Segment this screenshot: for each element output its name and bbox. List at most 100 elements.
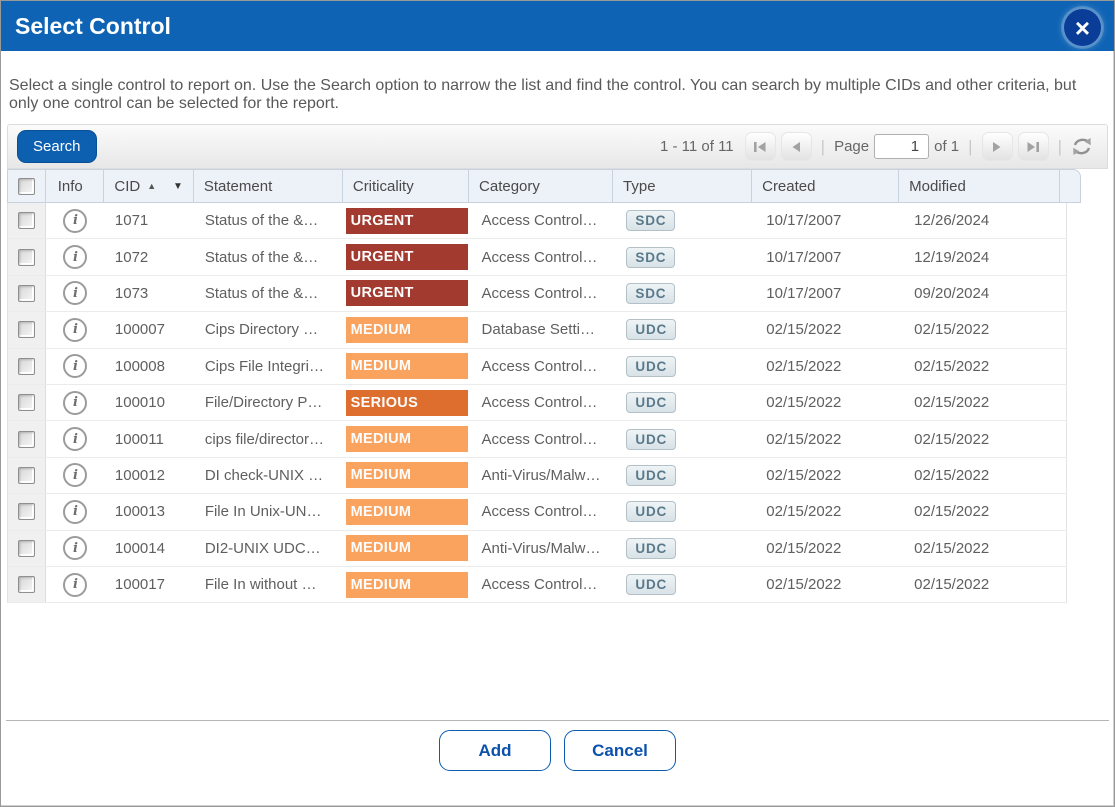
created-cell: 02/15/2022 bbox=[766, 466, 842, 484]
column-header-statement[interactable]: Statement bbox=[194, 170, 343, 202]
column-header-info[interactable]: Info bbox=[46, 170, 105, 202]
row-checkbox[interactable] bbox=[17, 212, 35, 230]
cid-cell: 1071 bbox=[114, 212, 149, 230]
table-row[interactable]: i 100007 Cips Directory … MEDIUM Databas… bbox=[7, 312, 1067, 349]
header-select-all-cell bbox=[8, 170, 46, 202]
first-page-button[interactable] bbox=[744, 132, 776, 161]
modified-cell: 02/15/2022 bbox=[914, 539, 990, 557]
info-icon[interactable]: i bbox=[63, 208, 88, 233]
category-cell: Access Control… bbox=[481, 357, 598, 375]
column-header-cid[interactable]: CID ▲ ▼ bbox=[104, 170, 194, 202]
table-row[interactable]: i 1073 Status of the &… URGENT Access Co… bbox=[7, 275, 1067, 313]
cid-cell: 100017 bbox=[114, 576, 165, 594]
info-icon[interactable]: i bbox=[63, 245, 88, 270]
table-row[interactable]: i 1071 Status of the &… URGENT Access Co… bbox=[7, 203, 1067, 240]
row-checkbox[interactable] bbox=[17, 357, 35, 375]
column-header-modified[interactable]: Modified bbox=[899, 170, 1060, 202]
column-header-criticality[interactable]: Criticality bbox=[343, 170, 470, 202]
row-checkbox[interactable] bbox=[17, 539, 35, 557]
controls-table: Info CID ▲ ▼ Statement Criticality Categ… bbox=[7, 169, 1108, 604]
table-header: Info CID ▲ ▼ Statement Criticality Categ… bbox=[7, 169, 1081, 203]
info-icon[interactable]: i bbox=[63, 427, 88, 452]
info-icon[interactable]: i bbox=[63, 463, 88, 488]
table-row[interactable]: i 100014 DI2-UNIX UDC… MEDIUM Anti-Virus… bbox=[7, 530, 1067, 567]
row-checkbox[interactable] bbox=[17, 284, 35, 302]
add-button[interactable]: Add bbox=[439, 730, 551, 772]
created-cell: 10/17/2007 bbox=[766, 284, 842, 302]
criticality-badge: SERIOUS bbox=[345, 389, 468, 416]
row-checkbox[interactable] bbox=[17, 576, 35, 594]
statement-cell: cips file/director… bbox=[204, 430, 325, 448]
type-badge: SDC bbox=[626, 282, 676, 304]
table-row[interactable]: i 100010 File/Directory P… SERIOUS Acces… bbox=[7, 384, 1067, 422]
modified-cell: 02/15/2022 bbox=[914, 430, 990, 448]
search-button[interactable]: Search bbox=[17, 130, 97, 163]
row-checkbox[interactable] bbox=[17, 503, 35, 521]
column-header-category[interactable]: Category bbox=[469, 170, 614, 202]
created-cell: 10/17/2007 bbox=[766, 248, 842, 266]
modified-cell: 02/15/2022 bbox=[914, 394, 990, 412]
created-cell: 02/15/2022 bbox=[766, 430, 842, 448]
type-badge: UDC bbox=[626, 428, 677, 450]
refresh-button[interactable] bbox=[1071, 137, 1093, 156]
info-icon[interactable]: i bbox=[63, 354, 88, 379]
cid-cell: 1073 bbox=[114, 284, 149, 302]
cid-cell: 100014 bbox=[114, 539, 165, 557]
cid-cell: 1072 bbox=[114, 248, 149, 266]
category-cell: Access Control… bbox=[481, 212, 598, 230]
modified-cell: 02/15/2022 bbox=[914, 576, 990, 594]
page-number-input[interactable] bbox=[874, 134, 930, 159]
type-badge: UDC bbox=[626, 392, 677, 414]
row-checkbox[interactable] bbox=[17, 248, 35, 266]
info-icon[interactable]: i bbox=[63, 281, 88, 306]
created-cell: 02/15/2022 bbox=[766, 503, 842, 521]
modified-cell: 02/15/2022 bbox=[914, 503, 990, 521]
prev-page-icon bbox=[792, 141, 801, 152]
select-all-checkbox[interactable] bbox=[17, 177, 35, 195]
page-label: Page bbox=[834, 138, 870, 155]
criticality-badge: MEDIUM bbox=[345, 535, 468, 562]
footer-divider bbox=[6, 720, 1109, 722]
row-checkbox[interactable] bbox=[17, 466, 35, 484]
info-icon[interactable]: i bbox=[63, 572, 88, 597]
category-cell: Anti-Virus/Malw… bbox=[481, 466, 601, 484]
criticality-badge: URGENT bbox=[345, 207, 468, 234]
table-row[interactable]: i 100013 File In Unix-UN… MEDIUM Access … bbox=[7, 494, 1067, 531]
table-row[interactable]: i 100012 DI check-UNIX … MEDIUM Anti-Vir… bbox=[7, 457, 1067, 495]
info-icon[interactable]: i bbox=[63, 390, 88, 415]
criticality-badge: URGENT bbox=[345, 244, 468, 271]
pagination-separator: | bbox=[968, 136, 973, 156]
type-badge: UDC bbox=[626, 501, 677, 523]
info-icon[interactable]: i bbox=[63, 536, 88, 561]
pagination-bar: 1 - 11 of 11 | Page of 1 | bbox=[660, 132, 1093, 161]
type-badge: UDC bbox=[626, 319, 677, 341]
column-header-created[interactable]: Created bbox=[752, 170, 900, 202]
type-badge: UDC bbox=[626, 537, 677, 559]
row-checkbox[interactable] bbox=[17, 430, 35, 448]
dialog-footer: Add Cancel bbox=[1, 721, 1114, 772]
criticality-badge: MEDIUM bbox=[345, 462, 468, 489]
cancel-button[interactable]: Cancel bbox=[564, 730, 676, 772]
modified-cell: 02/15/2022 bbox=[914, 321, 990, 339]
column-header-type[interactable]: Type bbox=[613, 170, 753, 202]
close-icon[interactable]: × bbox=[1064, 9, 1101, 46]
table-row[interactable]: i 100011 cips file/director… MEDIUM Acce… bbox=[7, 421, 1067, 458]
statement-cell: DI2-UNIX UDC… bbox=[204, 539, 321, 557]
cid-cell: 100007 bbox=[114, 321, 165, 339]
criticality-badge: MEDIUM bbox=[345, 571, 468, 598]
column-menu-icon[interactable]: ▼ bbox=[172, 180, 183, 192]
info-icon[interactable]: i bbox=[63, 499, 88, 524]
last-page-button[interactable] bbox=[1017, 132, 1049, 161]
prev-page-button[interactable] bbox=[780, 132, 812, 161]
cid-cell: 100008 bbox=[114, 357, 165, 375]
table-row[interactable]: i 100008 Cips File Integri… MEDIUM Acces… bbox=[7, 348, 1067, 385]
next-page-button[interactable] bbox=[981, 132, 1013, 161]
row-checkbox[interactable] bbox=[17, 394, 35, 412]
created-cell: 02/15/2022 bbox=[766, 576, 842, 594]
info-icon[interactable]: i bbox=[63, 317, 88, 342]
row-checkbox[interactable] bbox=[17, 321, 35, 339]
table-row[interactable]: i 1072 Status of the &… URGENT Access Co… bbox=[7, 239, 1067, 276]
pagination-separator: | bbox=[1057, 136, 1062, 156]
table-row[interactable]: i 100017 File In without … MEDIUM Access… bbox=[7, 566, 1067, 604]
